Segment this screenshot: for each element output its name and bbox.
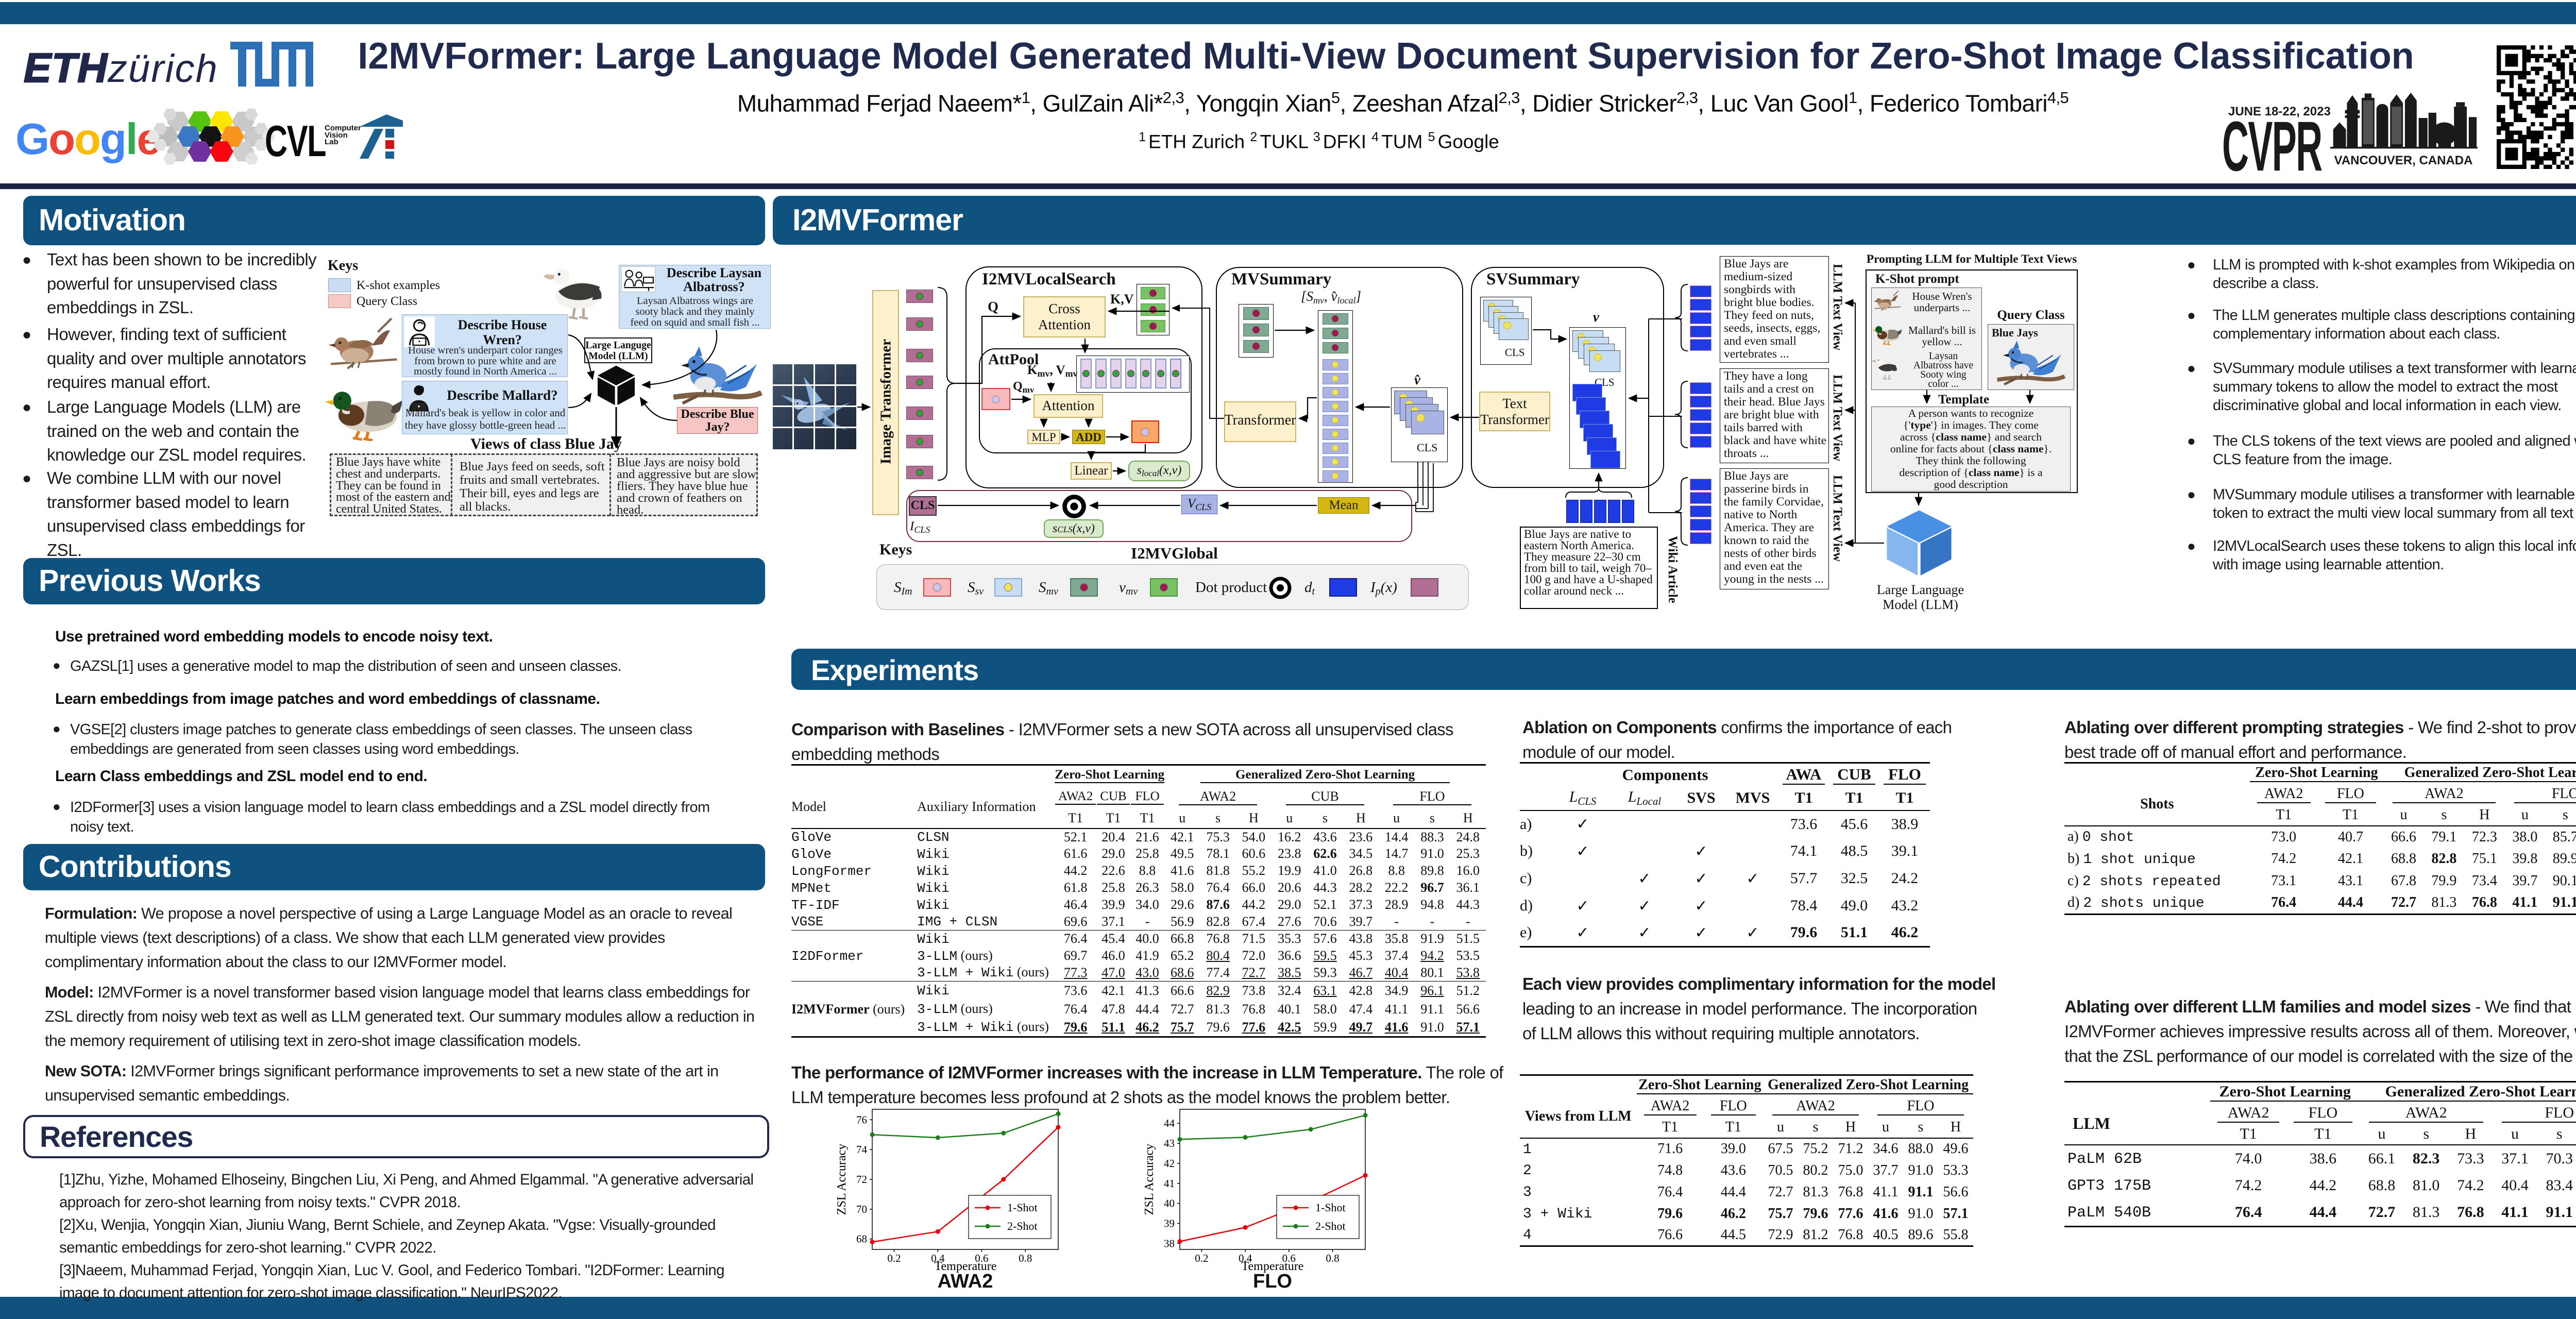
svg-text:ZSL Accuracy: ZSL Accuracy bbox=[835, 1144, 849, 1215]
svg-text:42: 42 bbox=[1164, 1157, 1175, 1170]
svg-text:0.4: 0.4 bbox=[931, 1252, 945, 1264]
svg-text:43: 43 bbox=[1164, 1137, 1175, 1149]
svg-text:0.2: 0.2 bbox=[887, 1252, 901, 1264]
svg-text:0.6: 0.6 bbox=[1282, 1252, 1296, 1264]
svg-text:74: 74 bbox=[856, 1143, 868, 1156]
svg-text:2-Shot: 2-Shot bbox=[1007, 1220, 1038, 1232]
svg-text:2-Shot: 2-Shot bbox=[1315, 1220, 1346, 1232]
svg-text:68: 68 bbox=[856, 1233, 867, 1245]
svg-text:Temperature: Temperature bbox=[1242, 1260, 1304, 1273]
svg-text:76: 76 bbox=[856, 1113, 867, 1126]
svg-text:70: 70 bbox=[856, 1203, 867, 1215]
svg-text:0.4: 0.4 bbox=[1239, 1252, 1252, 1264]
svg-text:44: 44 bbox=[1164, 1117, 1175, 1129]
svg-text:0.8: 0.8 bbox=[1326, 1252, 1339, 1264]
svg-text:1-Shot: 1-Shot bbox=[1007, 1201, 1038, 1214]
svg-text:72: 72 bbox=[856, 1173, 867, 1186]
svg-text:38: 38 bbox=[1164, 1237, 1175, 1249]
svg-text:Temperature: Temperature bbox=[935, 1260, 997, 1273]
svg-text:40: 40 bbox=[1164, 1197, 1175, 1210]
svg-text:0.8: 0.8 bbox=[1019, 1252, 1032, 1264]
svg-text:ZSL Accuracy: ZSL Accuracy bbox=[1143, 1144, 1156, 1215]
svg-text:41: 41 bbox=[1164, 1177, 1175, 1190]
svg-text:1-Shot: 1-Shot bbox=[1315, 1201, 1346, 1214]
svg-text:39: 39 bbox=[1164, 1217, 1175, 1230]
svg-text:0.2: 0.2 bbox=[1195, 1252, 1208, 1264]
svg-text:0.6: 0.6 bbox=[975, 1252, 988, 1264]
